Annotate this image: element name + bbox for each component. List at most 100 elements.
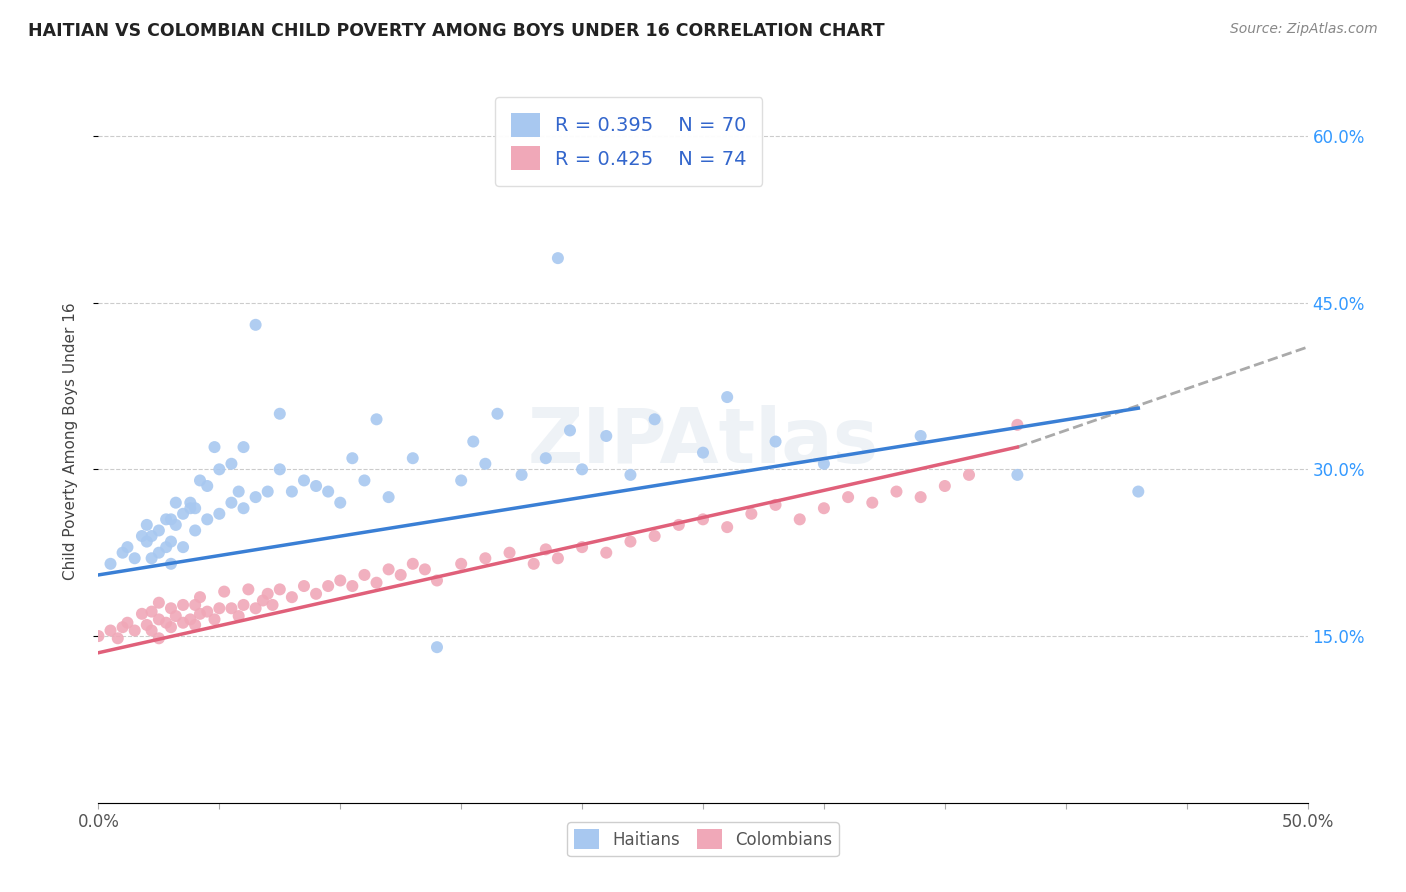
Point: [141, 551, 163, 566]
Point: [117, 540, 139, 554]
Point: [353, 568, 375, 582]
Point: [131, 529, 153, 543]
Point: [221, 496, 243, 510]
Point: [172, 507, 194, 521]
Point: [195, 512, 218, 526]
Point: [135, 534, 157, 549]
Point: [184, 618, 207, 632]
Point: [195, 479, 218, 493]
Point: [716, 390, 738, 404]
Point: [377, 562, 399, 576]
Point: [292, 579, 315, 593]
Point: [534, 542, 557, 557]
Point: [765, 498, 787, 512]
Point: [547, 551, 569, 566]
Point: [474, 551, 496, 566]
Point: [619, 534, 641, 549]
Point: [256, 484, 278, 499]
Point: [124, 624, 146, 638]
Point: [184, 524, 207, 538]
Point: [474, 457, 496, 471]
Point: [179, 496, 201, 510]
Point: [165, 609, 187, 624]
Point: [523, 557, 546, 571]
Point: [165, 517, 187, 532]
Point: [619, 467, 641, 482]
Point: [111, 620, 134, 634]
Point: [160, 557, 183, 571]
Text: Source: ZipAtlas.com: Source: ZipAtlas.com: [1230, 22, 1378, 37]
Point: [1007, 467, 1029, 482]
Point: [571, 540, 593, 554]
Point: [208, 601, 231, 615]
Point: [245, 601, 267, 615]
Point: [740, 507, 762, 521]
Point: [160, 534, 183, 549]
Point: [148, 612, 170, 626]
Point: [342, 579, 364, 593]
Point: [716, 520, 738, 534]
Point: [188, 474, 211, 488]
Point: [910, 429, 932, 443]
Point: [486, 407, 509, 421]
Point: [595, 546, 617, 560]
Point: [316, 579, 339, 593]
Point: [208, 462, 231, 476]
Point: [426, 640, 449, 655]
Point: [245, 318, 267, 332]
Point: [172, 615, 194, 630]
Point: [316, 484, 339, 499]
Point: [195, 605, 218, 619]
Point: [269, 407, 291, 421]
Point: [402, 557, 425, 571]
Point: [789, 512, 811, 526]
Point: [165, 496, 187, 510]
Point: [305, 479, 328, 493]
Point: [221, 601, 243, 615]
Point: [107, 632, 129, 646]
Point: [269, 462, 291, 476]
Point: [366, 412, 388, 426]
Point: [204, 612, 226, 626]
Point: [100, 557, 122, 571]
Point: [292, 474, 315, 488]
Point: [450, 557, 472, 571]
Point: [252, 593, 274, 607]
Point: [184, 598, 207, 612]
Point: [1128, 484, 1150, 499]
Point: [934, 479, 956, 493]
Point: [188, 590, 211, 604]
Point: [232, 598, 254, 612]
Point: [1007, 417, 1029, 432]
Point: [160, 620, 183, 634]
Point: [262, 598, 284, 612]
Point: [135, 618, 157, 632]
Point: [188, 607, 211, 621]
Point: [256, 587, 278, 601]
Point: [135, 517, 157, 532]
Point: [155, 512, 177, 526]
Point: [692, 512, 714, 526]
Point: [534, 451, 557, 466]
Point: [281, 484, 304, 499]
Legend: Haitians, Colombians: Haitians, Colombians: [567, 822, 839, 856]
Point: [179, 501, 201, 516]
Point: [269, 582, 291, 597]
Y-axis label: Child Poverty Among Boys Under 16: Child Poverty Among Boys Under 16: [63, 302, 77, 581]
Point: [353, 474, 375, 488]
Point: [155, 540, 177, 554]
Point: [228, 609, 250, 624]
Point: [668, 517, 690, 532]
Point: [184, 501, 207, 516]
Point: [155, 615, 177, 630]
Point: [329, 574, 352, 588]
Point: [377, 490, 399, 504]
Point: [305, 587, 328, 601]
Point: [204, 440, 226, 454]
Point: [910, 490, 932, 504]
Point: [238, 582, 260, 597]
Point: [141, 605, 163, 619]
Point: [389, 568, 412, 582]
Text: HAITIAN VS COLOMBIAN CHILD POVERTY AMONG BOYS UNDER 16 CORRELATION CHART: HAITIAN VS COLOMBIAN CHILD POVERTY AMONG…: [28, 22, 884, 40]
Point: [232, 440, 254, 454]
